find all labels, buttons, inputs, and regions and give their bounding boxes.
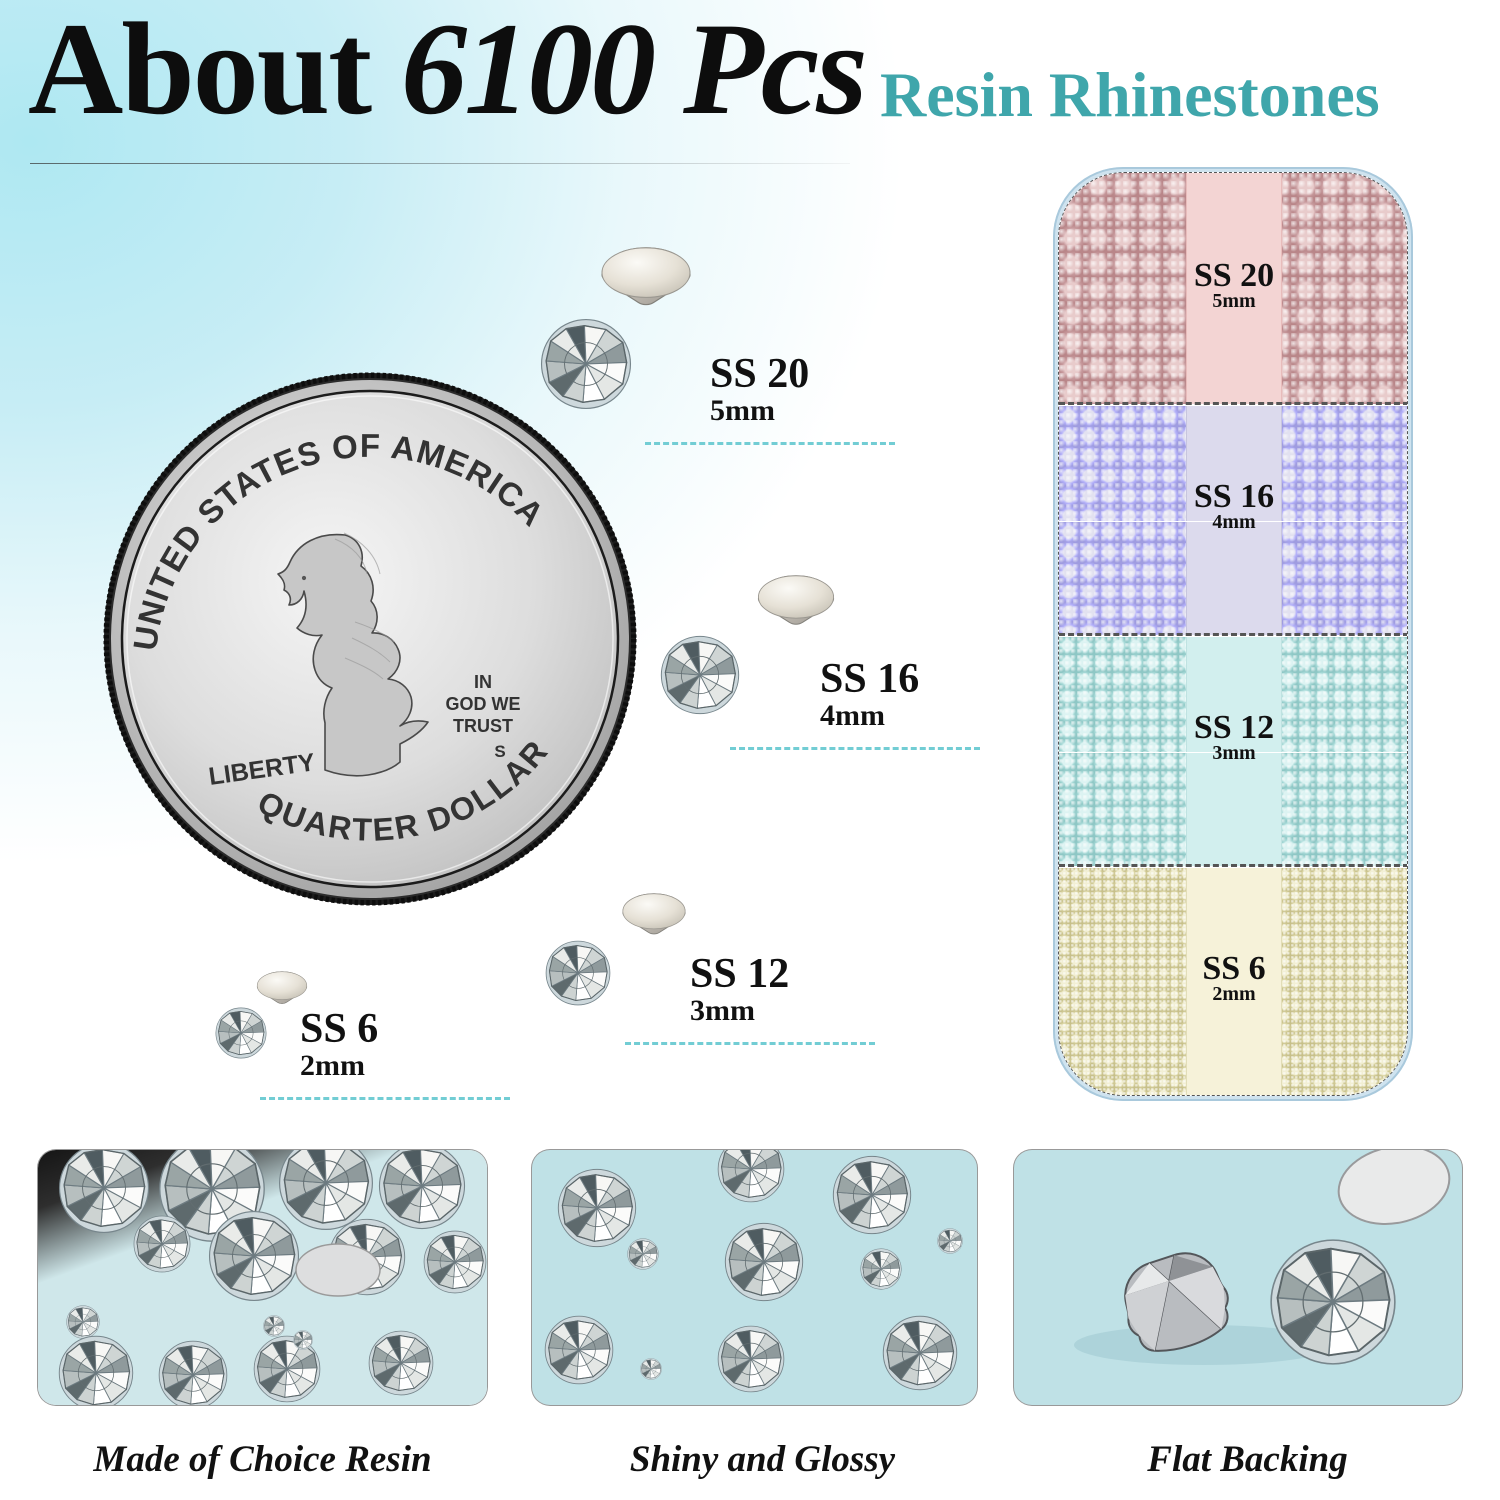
svg-text:S: S: [494, 742, 505, 761]
svg-text:IN: IN: [474, 672, 492, 692]
svg-text:GOD WE: GOD WE: [446, 694, 521, 714]
svg-text:TRUST: TRUST: [453, 716, 513, 736]
